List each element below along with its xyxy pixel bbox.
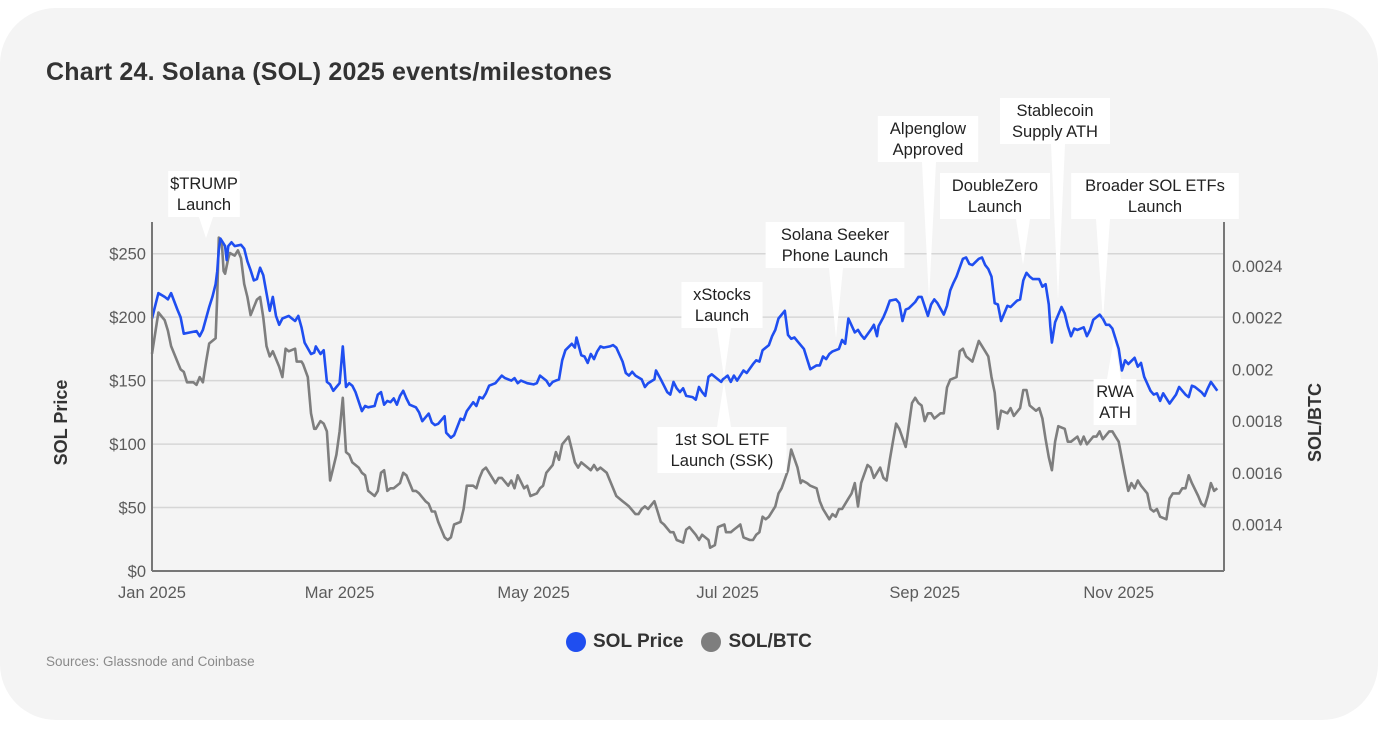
annotation-callout: Broader SOL ETFs Launch: [1071, 173, 1239, 320]
annotation-label: Launch: [1128, 198, 1182, 216]
annotation-label: Supply ATH: [1012, 123, 1098, 141]
y2-tick-label: 0.0022: [1232, 310, 1282, 328]
x-tick-label: Mar 2025: [305, 584, 375, 602]
annotation-label: ATH: [1099, 404, 1131, 422]
y2-tick-label: 0.002: [1232, 361, 1273, 379]
annotation-callout: Solana Seeker Phone Launch: [765, 222, 905, 338]
annotation-label: xStocks: [693, 286, 751, 304]
annotation-callout: DoubleZero Launch: [940, 173, 1050, 265]
legend-dot-sol-btc: [701, 632, 722, 652]
annotation-label: 1st SOL ETF: [675, 431, 770, 449]
annotation-label: $TRUMP: [170, 175, 238, 193]
annotation-box: [1093, 379, 1137, 425]
y2-axis-title: SOL/BTC: [1305, 383, 1325, 462]
annotation-label: Alpenglow: [890, 120, 966, 138]
x-tick-label: Sep 2025: [889, 584, 960, 602]
y-axis-title: SOL Price: [51, 380, 71, 466]
annotation-callout: RWA ATH: [1093, 338, 1137, 425]
annotation-box: [168, 171, 240, 217]
annotation-label: Approved: [893, 141, 964, 159]
series-lines: [150, 236, 1219, 549]
annotation-label: Broader SOL ETFs: [1085, 177, 1225, 195]
annotations: $TRUMP Launch xStocks Launch 1st SOL ETF Laun…: [168, 98, 1239, 473]
annotation-label: Phone Launch: [782, 247, 888, 265]
legend-item-sol-price: SOL Price: [566, 631, 683, 653]
annotation-callout: xStocks Launch: [681, 282, 763, 378]
series-line-sol-price: [150, 237, 1219, 439]
annotation-box: [940, 173, 1050, 219]
annotation-pointer: [717, 328, 731, 378]
annotation-callout: Stablecoin Supply ATH: [1000, 98, 1110, 300]
annotation-pointer: [1096, 219, 1110, 320]
series-line-sol-btc: [150, 236, 1219, 549]
annotation-box: [1000, 98, 1110, 144]
annotation-callout: Alpenglow Approved: [877, 116, 979, 300]
source-note: Sources: Glassnode and Coinbase: [46, 654, 255, 669]
annotation-label: Launch: [968, 198, 1022, 216]
x-tick-label: Jul 2025: [696, 584, 758, 602]
y-tick-label: $250: [109, 246, 146, 264]
annotation-pointer: [199, 217, 213, 238]
annotation-pointer: [829, 268, 843, 338]
y2-tick-label: 0.0018: [1232, 413, 1282, 431]
y-tick-label: $150: [109, 373, 146, 391]
x-tick-label: Nov 2025: [1083, 584, 1154, 602]
legend: SOL Price SOL/BTC: [566, 631, 830, 653]
annotation-pointer: [922, 162, 936, 300]
chart-title: Chart 24. Solana (SOL) 2025 events/miles…: [46, 58, 613, 86]
y-tick-label: $50: [118, 500, 146, 518]
annotation-pointer: [717, 382, 731, 427]
annotation-label: Launch: [695, 307, 749, 325]
x-tick-label: May 2025: [497, 584, 569, 602]
annotation-box: [681, 282, 763, 328]
annotation-label: Launch: [177, 196, 231, 214]
annotation-label: Solana Seeker: [781, 226, 890, 244]
x-tick-label: Jan 2025: [118, 584, 186, 602]
legend-item-sol-btc: SOL/BTC: [701, 631, 812, 653]
annotation-box: [1071, 173, 1239, 219]
y-tick-label: $200: [109, 309, 146, 327]
annotation-label: RWA: [1096, 383, 1134, 401]
chart-card: [0, 8, 1378, 720]
annotation-label: Launch (SSK): [671, 452, 774, 470]
annotation-box: [657, 427, 787, 473]
legend-label-sol-price: SOL Price: [593, 631, 684, 652]
annotation-box: [765, 222, 905, 268]
legend-label-sol-btc: SOL/BTC: [728, 631, 812, 652]
y2-tick-label: 0.0024: [1232, 258, 1282, 276]
legend-dot-sol-price: [566, 632, 586, 652]
axes: $0 $50 $100 $150 $200 $250 0.0014 0.0016 0.0018 0…: [51, 222, 1325, 602]
y-tick-label: $100: [109, 436, 146, 454]
y-tick-label: $0: [128, 563, 146, 581]
annotation-callout: $TRUMP Launch: [168, 171, 240, 238]
y2-tick-label: 0.0014: [1232, 516, 1282, 534]
y2-tick-label: 0.0016: [1232, 465, 1282, 483]
annotation-pointer: [1016, 219, 1030, 265]
annotation-pointer: [1107, 338, 1121, 379]
annotation-label: Stablecoin: [1016, 102, 1093, 120]
annotation-callout: 1st SOL ETF Launch (SSK): [657, 382, 787, 473]
annotation-label: DoubleZero: [952, 177, 1038, 195]
annotation-box: [877, 116, 979, 162]
annotation-pointer: [1051, 144, 1065, 300]
